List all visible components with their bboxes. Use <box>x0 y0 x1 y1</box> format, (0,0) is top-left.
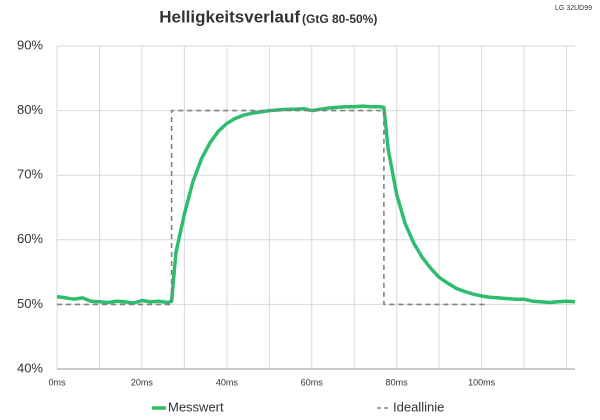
x-tick-label: 20ms <box>131 377 154 387</box>
x-tick-label: 40ms <box>216 377 239 387</box>
y-tick-label: 40% <box>17 360 43 375</box>
chart-title: Helligkeitsverlauf <box>159 7 300 26</box>
chart-subtitle: (GtG 80-50%) <box>302 12 377 26</box>
y-tick-label: 60% <box>17 231 43 246</box>
series-line <box>56 104 576 305</box>
series-line <box>57 109 486 306</box>
y-tick-label: 70% <box>17 167 43 182</box>
y-tick-label: 50% <box>17 296 43 311</box>
annotation: LG 32UD99 <box>555 5 592 12</box>
x-tick-label: 60ms <box>301 377 324 387</box>
x-tick-label: 0ms <box>48 377 66 387</box>
legend-label: Messwert <box>168 399 224 414</box>
x-tick-label: 80ms <box>386 377 409 387</box>
y-tick-label: 80% <box>17 102 43 117</box>
legend-label: Ideallinie <box>393 399 444 414</box>
x-tick-label: 100ms <box>468 377 496 387</box>
y-tick-label: 90% <box>17 37 43 52</box>
